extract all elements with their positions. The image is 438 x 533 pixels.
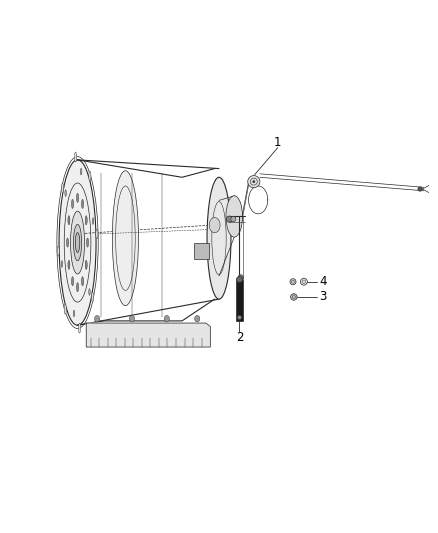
Ellipse shape: [68, 216, 70, 225]
Ellipse shape: [81, 199, 84, 208]
Ellipse shape: [113, 171, 138, 305]
Ellipse shape: [81, 168, 82, 175]
Ellipse shape: [92, 292, 94, 302]
Polygon shape: [86, 323, 210, 347]
Ellipse shape: [237, 277, 243, 282]
Ellipse shape: [418, 187, 422, 191]
Ellipse shape: [209, 217, 220, 233]
FancyBboxPatch shape: [237, 279, 243, 321]
Ellipse shape: [207, 177, 231, 299]
Ellipse shape: [194, 316, 200, 322]
Ellipse shape: [61, 261, 63, 268]
Ellipse shape: [87, 238, 88, 247]
Ellipse shape: [81, 277, 84, 286]
Ellipse shape: [300, 278, 307, 285]
Text: 3: 3: [319, 290, 326, 303]
Ellipse shape: [253, 181, 255, 183]
Ellipse shape: [67, 238, 69, 247]
Ellipse shape: [290, 279, 296, 285]
Ellipse shape: [238, 275, 244, 280]
Ellipse shape: [129, 316, 134, 322]
Ellipse shape: [64, 304, 67, 314]
Ellipse shape: [65, 190, 66, 197]
Ellipse shape: [71, 211, 85, 274]
Ellipse shape: [74, 152, 77, 162]
Ellipse shape: [89, 171, 91, 181]
Ellipse shape: [77, 193, 78, 203]
Ellipse shape: [92, 218, 94, 224]
Ellipse shape: [71, 277, 74, 286]
Ellipse shape: [95, 316, 100, 322]
Text: 1: 1: [274, 136, 282, 149]
Text: 2: 2: [237, 331, 244, 344]
Ellipse shape: [85, 216, 87, 225]
Ellipse shape: [89, 289, 90, 295]
Ellipse shape: [248, 175, 260, 188]
Ellipse shape: [78, 323, 81, 333]
Ellipse shape: [226, 196, 243, 237]
Ellipse shape: [75, 232, 80, 253]
Text: 4: 4: [319, 275, 327, 288]
FancyBboxPatch shape: [194, 244, 209, 259]
Ellipse shape: [71, 199, 74, 208]
Ellipse shape: [164, 316, 170, 322]
Ellipse shape: [57, 246, 59, 256]
Ellipse shape: [85, 260, 87, 270]
Ellipse shape: [231, 216, 236, 222]
Ellipse shape: [68, 260, 70, 270]
Ellipse shape: [290, 294, 297, 300]
Ellipse shape: [73, 310, 75, 317]
Ellipse shape: [59, 160, 96, 325]
Ellipse shape: [77, 282, 78, 292]
Ellipse shape: [74, 224, 81, 261]
Ellipse shape: [226, 216, 233, 222]
Ellipse shape: [96, 229, 98, 239]
Ellipse shape: [61, 183, 64, 193]
Ellipse shape: [237, 315, 242, 320]
